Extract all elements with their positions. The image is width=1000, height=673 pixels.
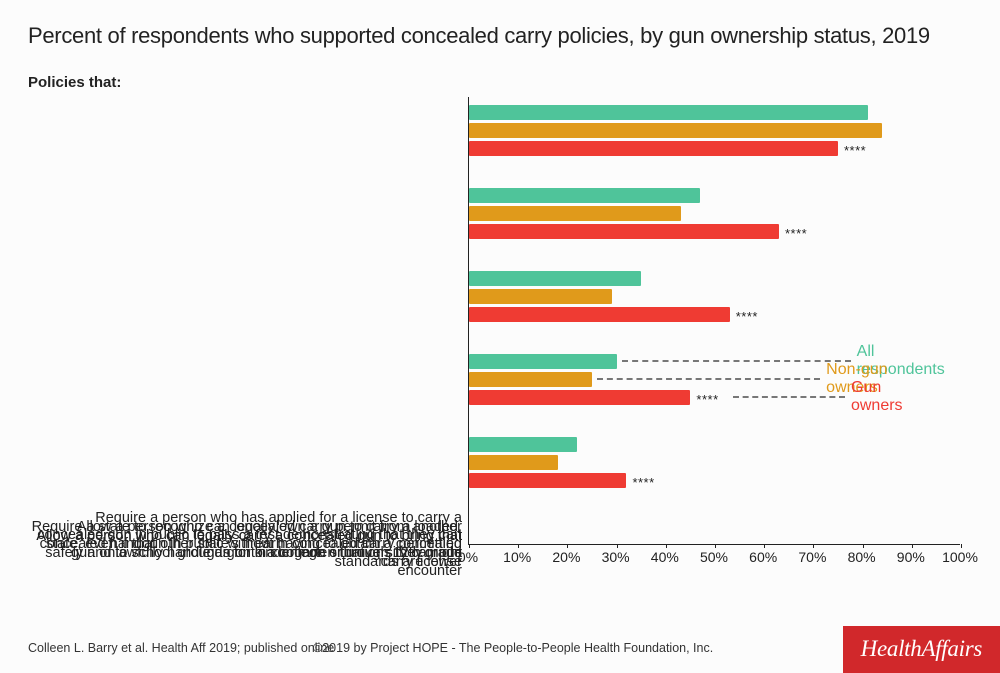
legend-connector [733, 396, 845, 398]
bar-non [469, 372, 592, 387]
policy-label: Allow a person who can legally own a gun… [28, 519, 462, 572]
x-tick-label: 90% [897, 549, 925, 565]
citation-left: Colleen L. Barry et al. Health Aff 2019;… [28, 641, 334, 655]
x-tick [469, 544, 470, 548]
significance-marker: **** [785, 226, 807, 241]
x-tick [961, 544, 962, 548]
footer: Colleen L. Barry et al. Health Aff 2019;… [28, 641, 972, 655]
bar-non [469, 206, 681, 221]
x-tick [863, 544, 864, 548]
x-tick [912, 544, 913, 548]
x-tick-label: 70% [798, 549, 826, 565]
bar-all [469, 188, 700, 203]
plot-area: **** **** **** **** **** [468, 97, 960, 545]
bar-own [469, 473, 626, 488]
x-tick-label: 30% [602, 549, 630, 565]
x-tick-label: 50% [700, 549, 728, 565]
brand-badge: HealthAffairs [843, 626, 1000, 673]
x-tick-label: 100% [942, 549, 978, 565]
x-tick [764, 544, 765, 548]
legend-item: Gun owners [733, 388, 923, 406]
legend-connector [622, 360, 851, 362]
chart-title: Percent of respondents who supported con… [28, 22, 972, 50]
x-tick [715, 544, 716, 548]
legend-connector [597, 378, 820, 380]
bar-own [469, 307, 730, 322]
x-tick-label: 20% [552, 549, 580, 565]
legend-label: Gun owners [851, 379, 924, 415]
significance-marker: **** [632, 475, 654, 490]
x-tick-label: 80% [848, 549, 876, 565]
bar-all [469, 437, 577, 452]
significance-marker: **** [696, 392, 718, 407]
x-tick [617, 544, 618, 548]
bar-all [469, 271, 641, 286]
citation-center: ©2019 by Project HOPE - The People-to-Pe… [313, 641, 713, 655]
bar-own [469, 224, 779, 239]
x-tick-label: 0% [458, 549, 478, 565]
x-tick-label: 10% [503, 549, 531, 565]
bar-own [469, 141, 838, 156]
bar-non [469, 455, 558, 470]
x-tick [813, 544, 814, 548]
policies-subhead: Policies that: [28, 74, 972, 91]
x-tick-label: 60% [749, 549, 777, 565]
bar-non [469, 289, 612, 304]
chart-container: Percent of respondents who supported con… [0, 0, 1000, 673]
bar-all [469, 354, 617, 369]
significance-marker: **** [736, 309, 758, 324]
y-labels-column: Require a person who has applied for a l… [28, 97, 462, 577]
bar-own [469, 390, 690, 405]
chart-area: Require a person who has applied for a l… [28, 97, 972, 577]
bar-non [469, 123, 882, 138]
significance-marker: **** [844, 143, 866, 158]
x-tick [666, 544, 667, 548]
bar-all [469, 105, 868, 120]
x-tick-label: 40% [651, 549, 679, 565]
x-tick [518, 544, 519, 548]
x-tick [567, 544, 568, 548]
